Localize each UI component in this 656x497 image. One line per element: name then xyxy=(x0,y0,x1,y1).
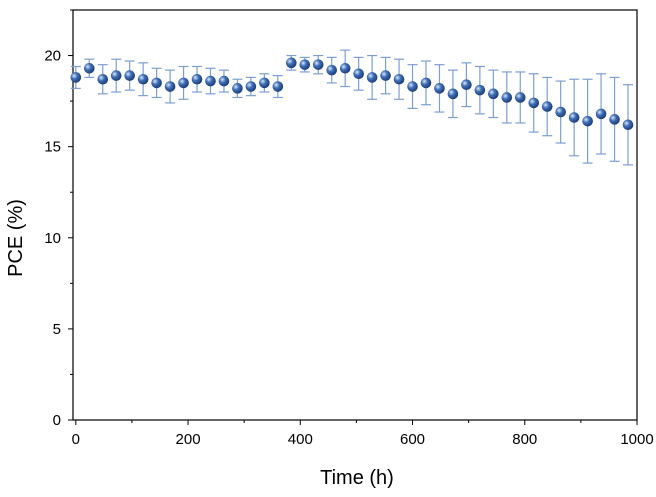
data-point xyxy=(312,59,324,70)
data-point xyxy=(622,119,634,131)
data-point xyxy=(420,77,432,89)
data-point xyxy=(272,81,284,92)
data-point xyxy=(218,75,230,87)
data-point xyxy=(97,73,109,85)
data-point xyxy=(83,63,95,74)
data-point xyxy=(110,70,122,81)
data-point xyxy=(205,75,216,87)
data-point xyxy=(447,88,459,100)
data-point xyxy=(528,97,540,109)
data-point xyxy=(501,92,513,103)
data-point xyxy=(164,81,176,92)
data-point xyxy=(488,88,499,100)
x-tick-label: 400 xyxy=(288,431,313,448)
data-point xyxy=(191,73,203,85)
data-points xyxy=(70,57,634,131)
data-point xyxy=(555,106,566,118)
data-point xyxy=(366,72,378,83)
data-point xyxy=(568,112,580,123)
data-point xyxy=(474,84,486,96)
x-axis-label: Time (h) xyxy=(320,467,394,489)
data-point xyxy=(245,81,257,92)
data-point xyxy=(151,77,162,89)
y-tick-label: 0 xyxy=(53,412,61,429)
data-point xyxy=(178,77,189,89)
data-point xyxy=(137,73,149,85)
data-point xyxy=(461,79,472,91)
x-tick-label: 0 xyxy=(72,431,80,448)
data-point xyxy=(339,63,351,74)
data-point xyxy=(286,57,297,69)
x-tick-label: 1000 xyxy=(620,431,653,448)
data-point xyxy=(393,73,405,85)
data-point xyxy=(514,92,526,103)
axis-ticks: 0 200 400 600 800 1000 0 5 10 15 20 xyxy=(44,9,654,448)
data-point xyxy=(70,72,82,83)
data-point xyxy=(299,59,311,70)
plot-frame xyxy=(72,9,638,421)
data-point xyxy=(541,101,553,112)
data-point xyxy=(595,108,607,120)
y-tick-label: 5 xyxy=(53,321,61,338)
data-point xyxy=(259,77,270,89)
data-point xyxy=(232,83,243,94)
x-tick-label: 200 xyxy=(176,431,201,448)
data-point xyxy=(326,64,338,76)
y-tick-label: 20 xyxy=(44,48,61,65)
data-point xyxy=(380,70,391,81)
data-point xyxy=(407,81,418,92)
x-tick-label: 600 xyxy=(400,431,425,448)
data-point xyxy=(582,115,593,127)
data-point xyxy=(353,68,364,80)
y-tick-label: 10 xyxy=(44,230,61,247)
y-tick-label: 15 xyxy=(44,139,61,156)
data-point xyxy=(609,114,620,125)
y-axis-label: PCE (%) xyxy=(5,199,27,277)
data-point xyxy=(434,83,445,94)
x-tick-label: 800 xyxy=(512,431,537,448)
data-point xyxy=(124,70,135,81)
